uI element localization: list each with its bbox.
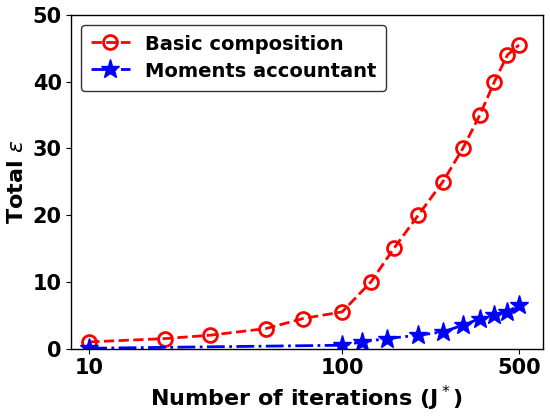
Basic composition bbox=[390, 246, 397, 251]
Moments accountant bbox=[439, 329, 446, 334]
Moments accountant bbox=[359, 339, 366, 344]
Y-axis label: Total $\epsilon$: Total $\epsilon$ bbox=[7, 139, 27, 224]
Basic composition bbox=[476, 113, 483, 118]
Basic composition bbox=[516, 42, 522, 47]
Basic composition bbox=[491, 79, 498, 84]
Basic composition bbox=[300, 316, 306, 321]
Moments accountant bbox=[86, 346, 92, 351]
Moments accountant bbox=[504, 310, 511, 315]
Basic composition bbox=[460, 146, 466, 151]
Basic composition bbox=[263, 326, 270, 331]
Moments accountant bbox=[339, 343, 345, 348]
Basic composition bbox=[439, 179, 446, 184]
Basic composition bbox=[368, 279, 375, 284]
Basic composition bbox=[86, 339, 92, 344]
Moments accountant bbox=[415, 333, 422, 338]
Moments accountant bbox=[491, 313, 498, 318]
Basic composition bbox=[504, 52, 511, 58]
Line: Moments accountant: Moments accountant bbox=[80, 296, 529, 358]
Moments accountant bbox=[516, 303, 522, 308]
Moments accountant bbox=[383, 336, 390, 341]
X-axis label: Number of iterations (J$^*$): Number of iterations (J$^*$) bbox=[150, 384, 464, 413]
Legend: Basic composition, Moments accountant: Basic composition, Moments accountant bbox=[81, 25, 386, 91]
Basic composition bbox=[207, 333, 213, 338]
Moments accountant bbox=[476, 316, 483, 321]
Basic composition bbox=[339, 310, 345, 315]
Basic composition bbox=[162, 336, 169, 341]
Line: Basic composition: Basic composition bbox=[82, 38, 526, 349]
Basic composition bbox=[415, 213, 422, 218]
Moments accountant bbox=[460, 323, 466, 328]
